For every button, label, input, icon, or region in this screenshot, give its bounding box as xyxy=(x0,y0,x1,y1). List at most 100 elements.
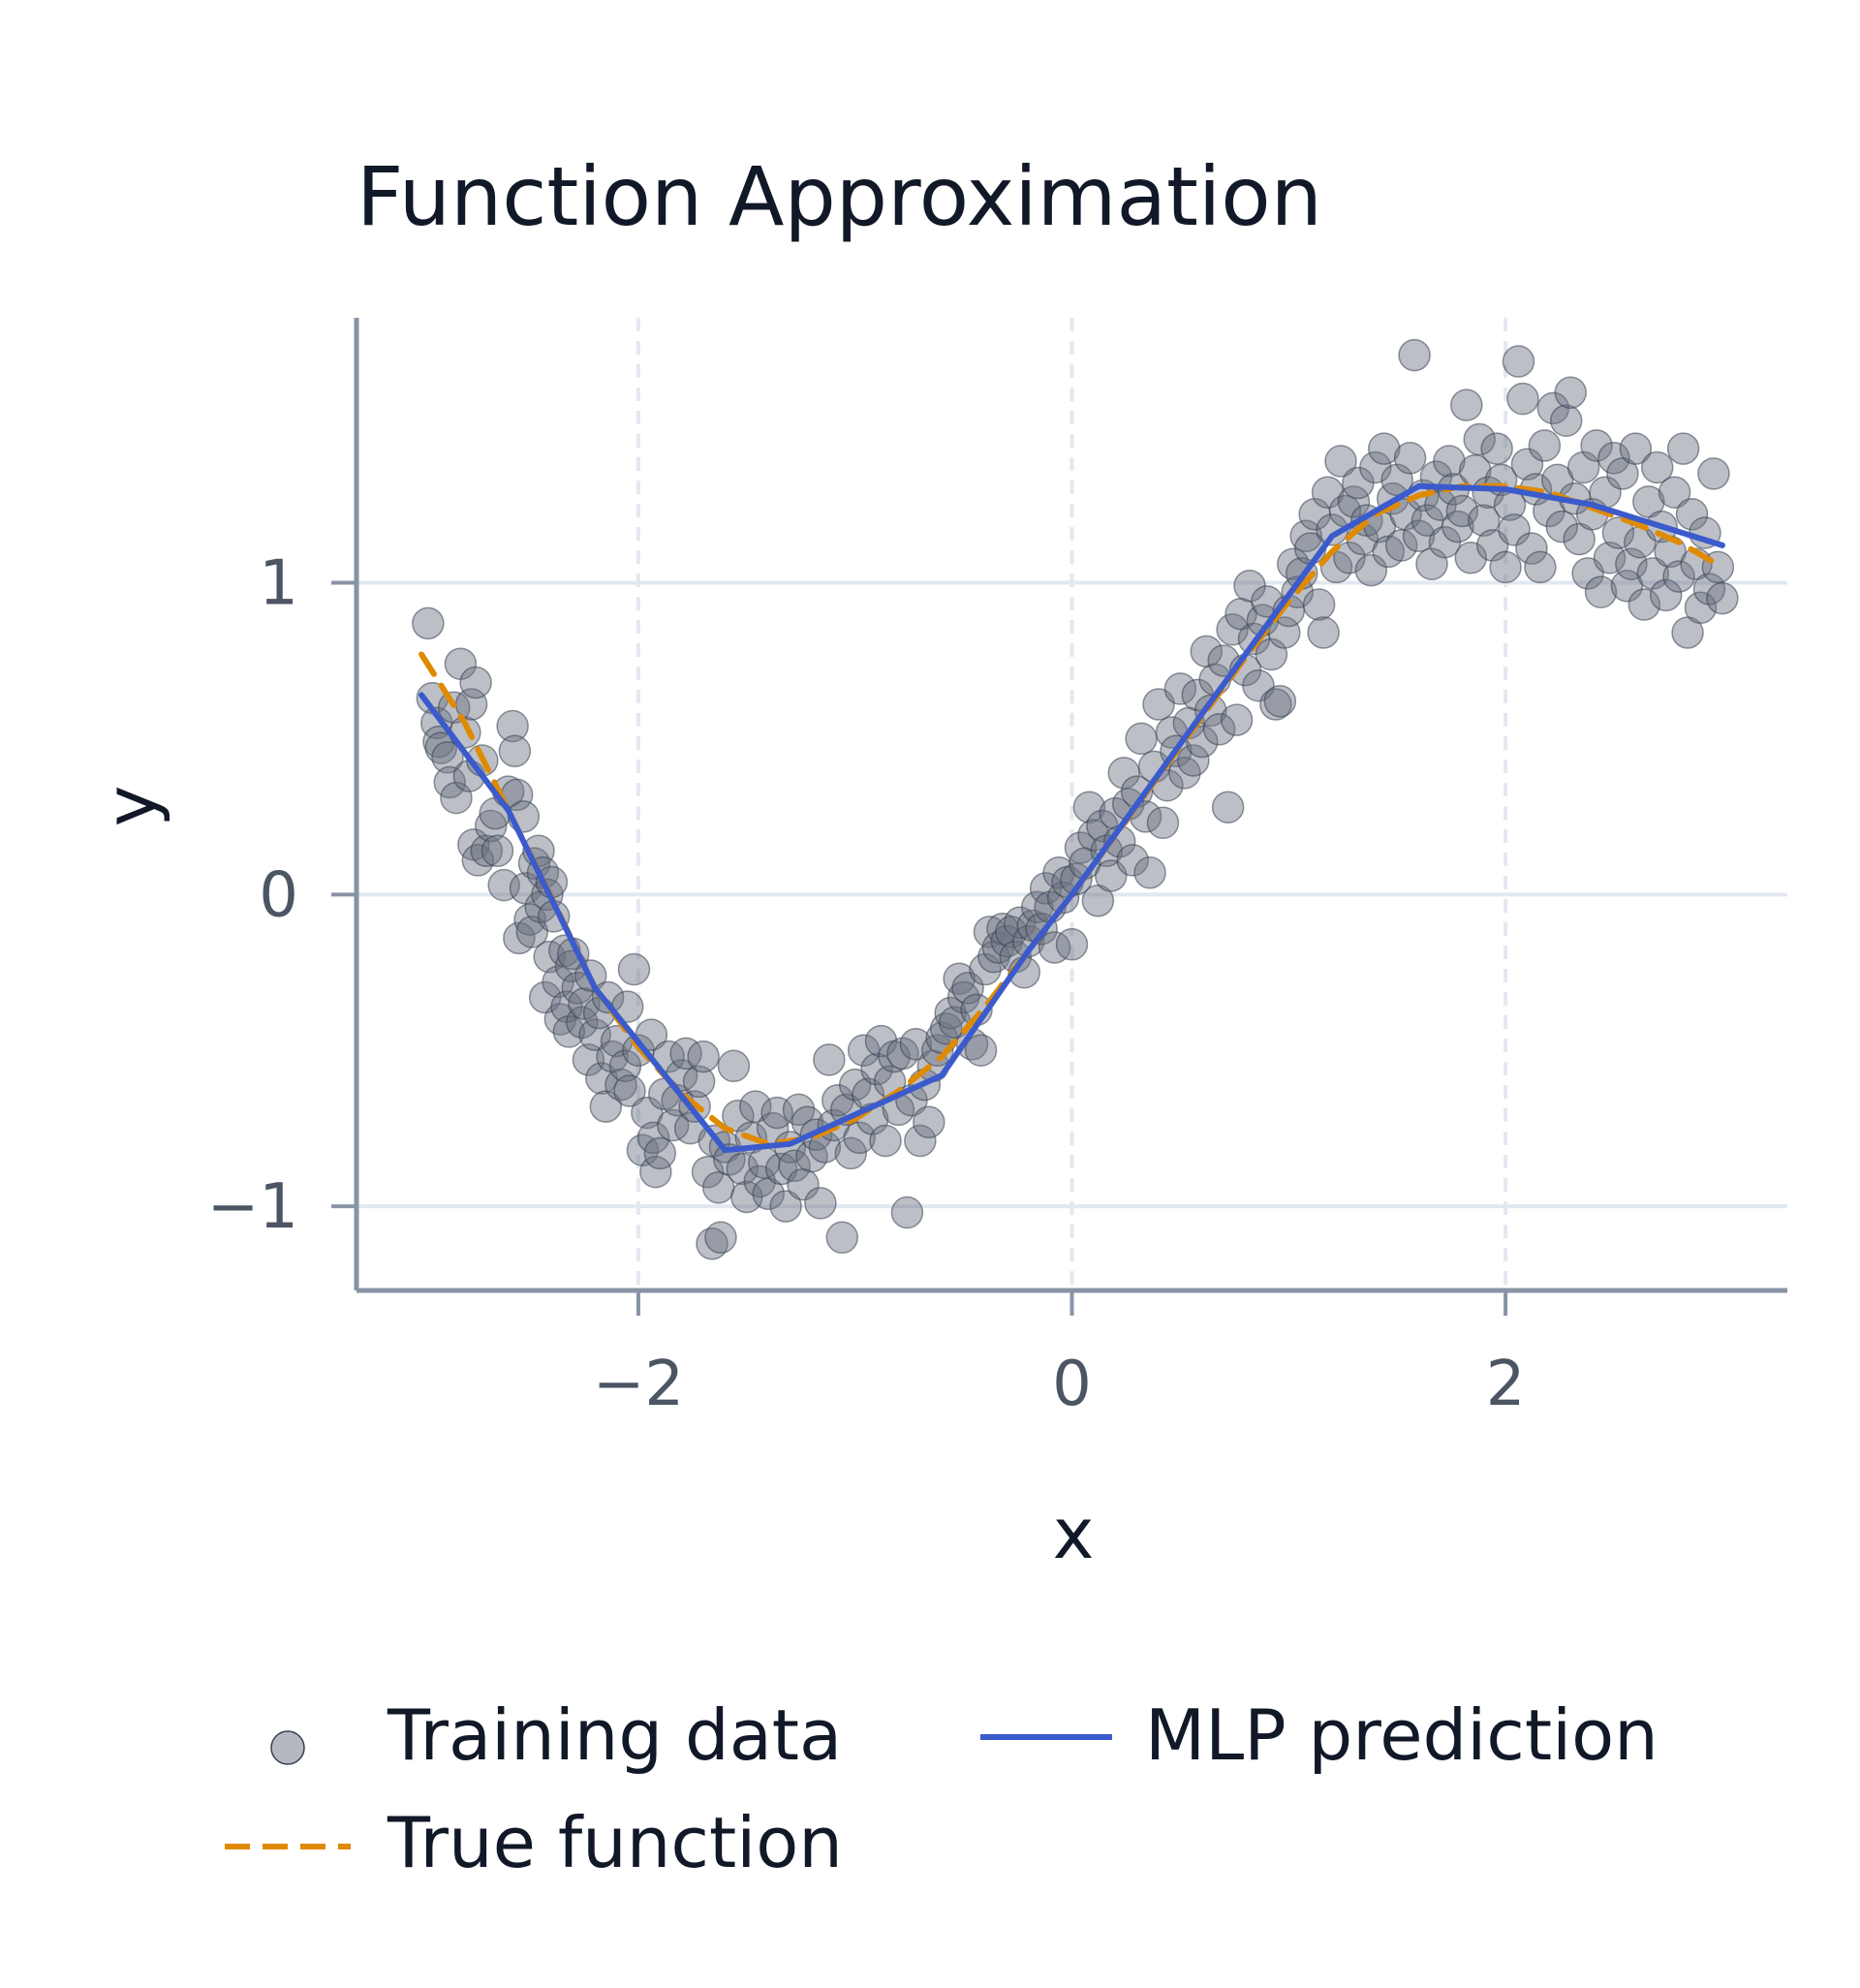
x-axis-title: x xyxy=(1053,1493,1095,1574)
training-data-points xyxy=(412,338,1739,1260)
training-data-point xyxy=(498,734,532,768)
training-data-point xyxy=(946,980,980,1014)
training-data-point xyxy=(1311,476,1345,509)
training-data-point xyxy=(613,1074,646,1107)
training-data-point xyxy=(1584,575,1618,608)
legend-true-function-label: True function xyxy=(387,1802,843,1883)
training-data-point xyxy=(717,1049,751,1083)
axes xyxy=(331,318,1787,1316)
training-data-point xyxy=(1020,890,1054,923)
training-data-point xyxy=(1055,928,1089,961)
training-data-point xyxy=(691,1155,725,1189)
training-data-point xyxy=(769,1190,802,1223)
training-data-point xyxy=(1619,432,1653,465)
training-data-point xyxy=(1615,547,1648,580)
training-data-point xyxy=(1324,445,1357,478)
training-data-point xyxy=(1697,457,1730,490)
training-data-point xyxy=(1580,429,1613,462)
training-data-point xyxy=(813,1043,846,1076)
chart-title: Function Approximation xyxy=(356,149,1322,244)
x-tick-label: 2 xyxy=(1486,1349,1526,1420)
y-axis-title: y xyxy=(90,786,171,827)
training-data-point xyxy=(578,1018,611,1051)
training-data-point xyxy=(834,1136,867,1170)
true-function-line xyxy=(418,482,1725,1147)
training-data-point xyxy=(461,844,495,877)
training-data-point xyxy=(964,1034,998,1067)
training-data-point xyxy=(843,1121,876,1155)
x-tick-label: −2 xyxy=(593,1349,684,1420)
training-data-point xyxy=(513,903,546,936)
training-data-point xyxy=(1601,516,1635,549)
training-data-point xyxy=(1524,550,1557,584)
training-data-point xyxy=(1186,725,1219,759)
training-data-point xyxy=(1498,513,1531,546)
training-data-point xyxy=(1307,616,1340,649)
training-data-point xyxy=(682,1065,716,1099)
training-data-point xyxy=(704,1221,737,1255)
training-data-point xyxy=(1628,588,1661,621)
training-data-point xyxy=(1146,806,1180,840)
training-data-point xyxy=(1706,581,1739,615)
training-data-point xyxy=(480,834,514,868)
training-data-point xyxy=(1515,532,1548,565)
training-data-point xyxy=(639,1155,672,1189)
training-data-point xyxy=(739,1090,772,1123)
training-data-point xyxy=(1510,448,1544,481)
training-data-point xyxy=(1163,672,1197,705)
training-data-point xyxy=(636,1121,670,1155)
training-data-point xyxy=(474,809,508,843)
training-data-point xyxy=(726,1152,760,1186)
training-data-point xyxy=(1359,450,1392,484)
training-data-point xyxy=(1480,432,1513,465)
training-data-point xyxy=(1597,442,1630,475)
training-data-point xyxy=(1506,382,1539,416)
training-data-point xyxy=(1454,542,1488,575)
y-tick-label: 1 xyxy=(259,548,298,620)
training-data-point xyxy=(496,709,529,743)
training-data-point xyxy=(1554,376,1587,409)
training-data-point xyxy=(1666,432,1700,465)
training-data-point xyxy=(1610,569,1644,603)
training-data-point xyxy=(1489,550,1522,584)
tick-labels: 1 0 −1 −2 0 2 xyxy=(207,548,1526,1420)
training-data-point xyxy=(1593,542,1627,575)
training-data-point xyxy=(825,1221,859,1255)
training-data-point xyxy=(1337,485,1371,518)
training-data-point xyxy=(1662,560,1695,593)
training-data-point xyxy=(459,666,492,699)
training-data-point xyxy=(1433,445,1466,478)
training-data-point xyxy=(1675,497,1709,531)
legend-training-data-label: Training data xyxy=(387,1694,842,1776)
training-data-point xyxy=(656,1108,690,1142)
training-data-point xyxy=(1333,542,1366,575)
legend: Training data MLP prediction True functi… xyxy=(225,1694,1658,1883)
training-data-point xyxy=(869,1124,902,1158)
training-data-point xyxy=(433,765,466,799)
legend-training-data-marker xyxy=(270,1730,305,1765)
y-tick-label: 0 xyxy=(259,859,298,931)
training-data-point xyxy=(1402,519,1436,553)
training-data-point xyxy=(470,834,504,868)
training-data-point xyxy=(1354,553,1388,587)
training-data-point xyxy=(1116,844,1149,877)
training-data-point xyxy=(899,1028,933,1061)
training-data-point xyxy=(1211,791,1245,823)
training-data-point xyxy=(631,1096,664,1130)
training-data-point xyxy=(1368,432,1401,465)
training-data-point xyxy=(1393,442,1427,475)
training-data-point xyxy=(1133,856,1166,889)
training-data-point xyxy=(412,606,445,640)
training-data-point xyxy=(1177,744,1210,777)
training-data-point xyxy=(591,980,625,1014)
training-data-point xyxy=(1042,856,1075,889)
training-data-point xyxy=(860,1052,893,1086)
training-data-point xyxy=(778,1149,811,1183)
training-data-point xyxy=(913,1105,946,1138)
training-data-point xyxy=(804,1187,837,1220)
training-data-point xyxy=(1038,931,1071,964)
training-data-point xyxy=(1384,529,1418,562)
training-data-point xyxy=(1268,616,1301,649)
